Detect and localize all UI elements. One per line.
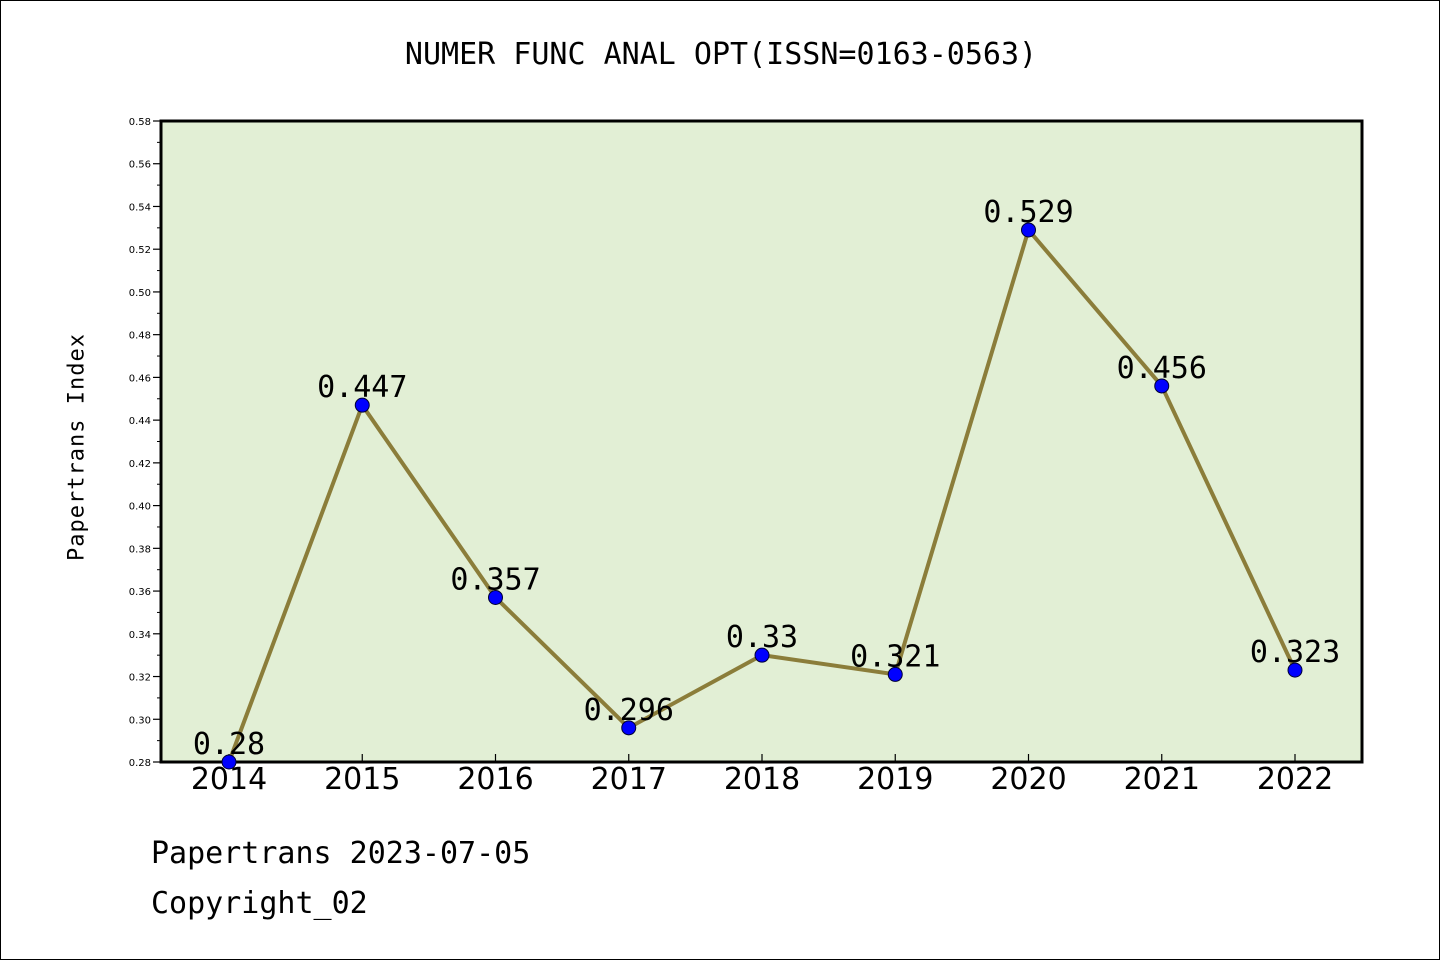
data-point <box>488 589 503 605</box>
y-axis: 0.28 0.30 0.32 0.34 0.36 0.38 0.40 0.42 0.44 0.46… <box>129 117 161 769</box>
data-label: 0.296 <box>584 693 674 728</box>
y-tick-label: 0.56 <box>129 160 151 171</box>
data-labels: 0.28 0.447 0.357 0.296 0.33 0.321 0.529 0.456 0.… <box>193 195 1340 762</box>
x-axis: 2014 2015 2016 2017 2018 2019 2020 2021 2022 <box>191 754 1333 797</box>
footer-date: Papertrans 2023-07-05 <box>151 836 531 871</box>
y-tick-label: 0.50 <box>129 288 151 299</box>
x-tick-label: 2022 <box>1257 762 1333 797</box>
data-point <box>621 720 637 736</box>
x-tick-label: 2021 <box>1124 762 1200 797</box>
data-point <box>221 754 237 770</box>
y-tick-label: 0.46 <box>129 373 151 384</box>
plot-area <box>159 119 1364 764</box>
data-label: 0.321 <box>850 639 940 674</box>
data-point <box>754 647 770 663</box>
y-tick-label: 0.28 <box>129 758 151 769</box>
data-label: 0.357 <box>450 562 540 597</box>
y-tick-label: 0.40 <box>129 502 151 513</box>
y-tick-label: 0.52 <box>129 245 151 256</box>
data-point <box>1287 662 1303 678</box>
x-tick-label: 2020 <box>990 762 1066 797</box>
y-tick-label: 0.42 <box>129 459 151 470</box>
data-label: 0.447 <box>317 370 407 405</box>
x-tick-label: 2015 <box>324 762 400 797</box>
y-tick-label: 0.58 <box>129 117 151 128</box>
data-label: 0.456 <box>1117 351 1207 386</box>
y-tick-label: 0.32 <box>129 673 151 684</box>
y-tick-label: 0.30 <box>129 715 151 726</box>
x-tick-label: 2016 <box>457 762 533 797</box>
chart-title: NUMER FUNC ANAL OPT(ISSN=0163-0563) <box>404 37 1038 72</box>
data-label: 0.28 <box>193 727 265 762</box>
data-label: 0.529 <box>983 195 1073 230</box>
x-tick-label: 2017 <box>591 762 667 797</box>
data-point <box>1154 378 1170 394</box>
y-tick-label: 0.36 <box>129 587 151 598</box>
data-points <box>221 222 1303 770</box>
y-tick-label: 0.54 <box>129 202 151 213</box>
y-tick-label: 0.44 <box>129 416 151 427</box>
y-tick-label: 0.38 <box>129 544 151 555</box>
x-tick-label: 2018 <box>724 762 800 797</box>
data-point <box>887 666 903 682</box>
data-label: 0.33 <box>726 620 798 655</box>
y-tick-label: 0.34 <box>129 630 151 641</box>
y-tick-label: 0.48 <box>129 331 151 342</box>
data-point <box>1021 222 1036 238</box>
data-label: 0.323 <box>1250 635 1340 670</box>
data-point <box>354 397 370 413</box>
footer-copyright: Copyright_02 <box>151 886 368 921</box>
x-tick-label: 2019 <box>857 762 933 797</box>
